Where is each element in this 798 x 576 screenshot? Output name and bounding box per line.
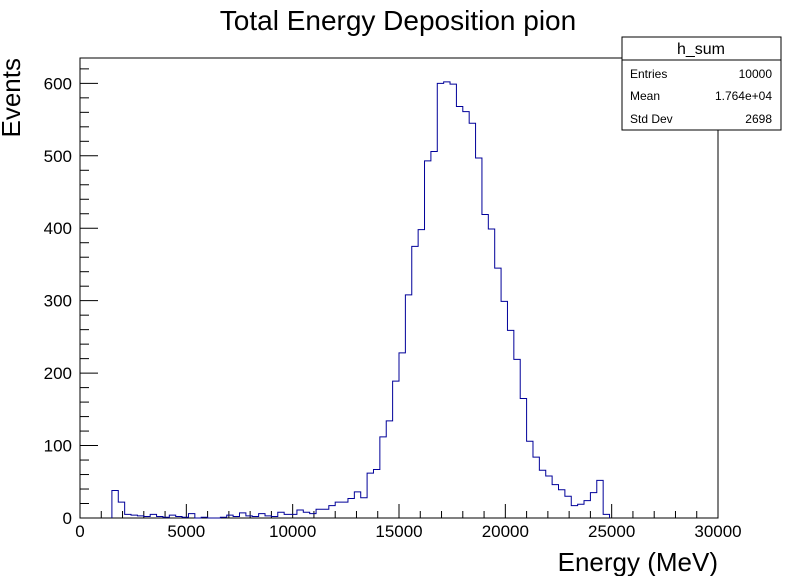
x-axis-label: Energy (MeV)	[558, 547, 718, 576]
x-tick-label: 20000	[482, 522, 529, 541]
stats-mean-value: 1.764e+04	[715, 89, 772, 103]
y-tick-label: 0	[63, 509, 72, 528]
stats-entries-label: Entries	[630, 67, 667, 81]
chart-title: Total Energy Deposition pion	[220, 5, 576, 36]
y-tick-label: 100	[44, 437, 72, 456]
tick-labels: 0 5000 10000 15000 20000 25000 30000 0 100 200 300…	[44, 74, 742, 541]
x-tick-label: 0	[75, 522, 84, 541]
x-tick-label: 5000	[167, 522, 205, 541]
y-tick-label: 300	[44, 292, 72, 311]
y-tick-label: 200	[44, 364, 72, 383]
stats-stddev-value: 2698	[745, 112, 772, 126]
y-tick-label: 600	[44, 74, 72, 93]
y-axis-label: Events	[0, 58, 26, 138]
axis-ticks	[79, 68, 719, 519]
stats-box-name: h_sum	[677, 41, 725, 58]
x-tick-label: 15000	[375, 522, 422, 541]
stats-stddev-label: Std Dev	[630, 112, 673, 126]
x-tick-label: 30000	[694, 522, 741, 541]
stats-box: h_sum Entries 10000 Mean 1.764e+04 Std D…	[621, 36, 782, 131]
stats-entries-value: 10000	[739, 67, 773, 81]
x-tick-label: 25000	[588, 522, 635, 541]
y-tick-label: 500	[44, 147, 72, 166]
histogram-series-line	[111, 81, 611, 519]
x-tick-label: 10000	[269, 522, 316, 541]
y-tick-label: 400	[44, 219, 72, 238]
stats-box-frame	[621, 36, 782, 131]
stats-mean-label: Mean	[630, 89, 660, 103]
